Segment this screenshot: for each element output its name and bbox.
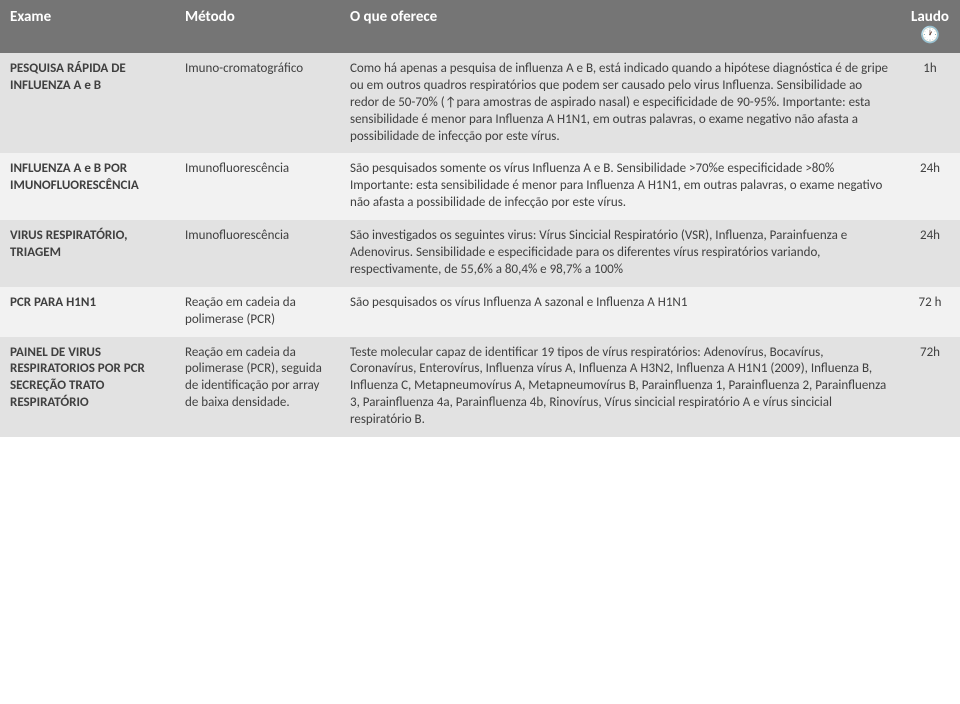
table-row: VIRUS RESPIRATÓRIO, TRIAGEM Imunofluores… — [0, 220, 960, 287]
cell-metodo: Reação em cadeia da polimerase (PCR) — [175, 287, 340, 337]
cell-laudo: 72 h — [900, 287, 960, 337]
cell-laudo: 72h — [900, 337, 960, 437]
cell-exame: PESQUISA RÁPIDA DE INFLUENZA A e B — [0, 53, 175, 153]
exam-table: Exame Método O que oferece Laudo 🕐 PESQU… — [0, 0, 960, 437]
cell-oferece: Como há apenas a pesquisa de influenza A… — [340, 53, 900, 153]
table-header-row: Exame Método O que oferece Laudo 🕐 — [0, 0, 960, 53]
cell-metodo: Imunofluorescência — [175, 153, 340, 220]
header-exame: Exame — [0, 0, 175, 53]
header-laudo-text: Laudo — [911, 8, 949, 26]
table-row: PCR PARA H1N1 Reação em cadeia da polime… — [0, 287, 960, 337]
cell-oferece: São pesquisados os vírus Influenza A saz… — [340, 287, 900, 337]
cell-exame: VIRUS RESPIRATÓRIO, TRIAGEM — [0, 220, 175, 287]
cell-oferece: São investigados os seguintes virus: Vír… — [340, 220, 900, 287]
header-laudo: Laudo 🕐 — [900, 0, 960, 53]
clock-icon: 🕐 — [920, 28, 940, 44]
header-oferece: O que oferece — [340, 0, 900, 53]
cell-metodo: Imuno-cromatográfico — [175, 53, 340, 153]
cell-laudo: 1h — [900, 53, 960, 153]
header-metodo: Método — [175, 0, 340, 53]
cell-exame: PAINEL DE VIRUS RESPIRATORIOS POR PCR SE… — [0, 337, 175, 437]
table-row: INFLUENZA A e B POR IMUNOFLUORESCÊNCIA I… — [0, 153, 960, 220]
table-row: PAINEL DE VIRUS RESPIRATORIOS POR PCR SE… — [0, 337, 960, 437]
cell-exame: PCR PARA H1N1 — [0, 287, 175, 337]
cell-laudo: 24h — [900, 153, 960, 220]
cell-metodo: Imunofluorescência — [175, 220, 340, 287]
cell-metodo: Reação em cadeia da polimerase (PCR), se… — [175, 337, 340, 437]
table-row: PESQUISA RÁPIDA DE INFLUENZA A e B Imuno… — [0, 53, 960, 153]
cell-laudo: 24h — [900, 220, 960, 287]
cell-oferece: Teste molecular capaz de identificar 19 … — [340, 337, 900, 437]
cell-oferece: São pesquisados somente os vírus Influen… — [340, 153, 900, 220]
cell-exame: INFLUENZA A e B POR IMUNOFLUORESCÊNCIA — [0, 153, 175, 220]
